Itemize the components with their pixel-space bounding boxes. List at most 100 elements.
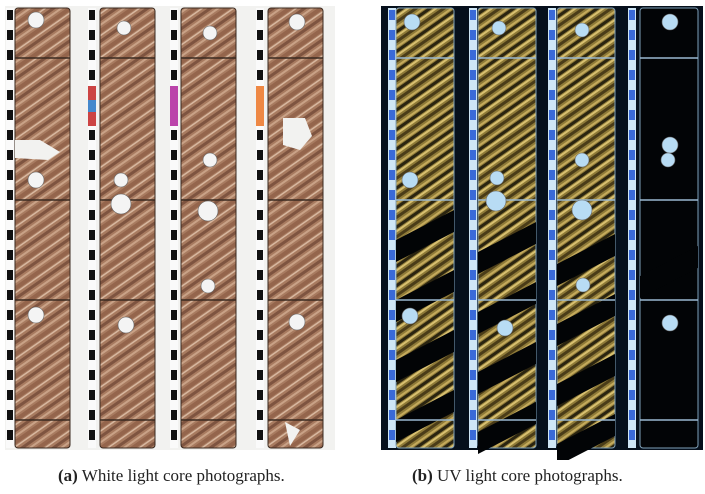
ruler-mark — [89, 190, 95, 200]
ruler-mark — [171, 370, 177, 380]
ruler-mark — [171, 190, 177, 200]
sample-hole — [402, 308, 418, 324]
ruler-mark — [629, 310, 635, 320]
ruler-mark — [389, 290, 395, 300]
ruler-mark — [549, 210, 555, 220]
ruler-mark — [389, 190, 395, 200]
color-chart — [170, 86, 178, 126]
ruler-mark — [470, 430, 476, 440]
sample-hole — [662, 137, 678, 153]
ruler-mark — [470, 310, 476, 320]
ruler-mark — [257, 70, 263, 80]
ruler-mark — [257, 130, 263, 140]
ruler-mark — [389, 350, 395, 360]
ruler-mark — [389, 390, 395, 400]
ruler-mark — [549, 90, 555, 100]
ruler-mark — [629, 410, 635, 420]
ruler-mark — [389, 270, 395, 280]
ruler-mark — [7, 310, 13, 320]
ruler-mark — [549, 430, 555, 440]
ruler-mark — [89, 70, 95, 80]
ruler-mark — [257, 350, 263, 360]
ruler-mark — [389, 130, 395, 140]
sample-hole — [118, 317, 134, 333]
ruler-mark — [7, 190, 13, 200]
ruler-mark — [257, 290, 263, 300]
ruler-mark — [171, 230, 177, 240]
sample-hole — [28, 172, 44, 188]
ruler-mark — [89, 10, 95, 20]
sample-hole — [575, 153, 589, 167]
ruler-mark — [629, 250, 635, 260]
ruler-mark — [470, 30, 476, 40]
ruler-mark — [549, 270, 555, 280]
ruler-mark — [7, 90, 13, 100]
ruler-mark — [171, 330, 177, 340]
sample-hole — [492, 21, 506, 35]
ruler-mark — [470, 110, 476, 120]
sample-hole — [28, 12, 44, 28]
sample-hole — [203, 153, 217, 167]
sample-hole — [114, 173, 128, 187]
ruler-mark — [171, 130, 177, 140]
ruler-mark — [549, 30, 555, 40]
sample-hole — [572, 200, 592, 220]
ruler-mark — [470, 10, 476, 20]
ruler-mark — [257, 10, 263, 20]
ruler-mark — [7, 170, 13, 180]
ruler-mark — [629, 350, 635, 360]
ruler-mark — [629, 70, 635, 80]
ruler-mark — [171, 350, 177, 360]
ruler-mark — [470, 130, 476, 140]
ruler-mark — [470, 250, 476, 260]
ruler-mark — [7, 250, 13, 260]
ruler-mark — [470, 90, 476, 100]
ruler-mark — [389, 90, 395, 100]
ruler-mark — [7, 110, 13, 120]
ruler-mark — [257, 190, 263, 200]
ruler-mark — [470, 210, 476, 220]
ruler-mark — [7, 10, 13, 20]
ruler-mark — [629, 130, 635, 140]
ruler-mark — [89, 310, 95, 320]
ruler-mark — [629, 110, 635, 120]
ruler-mark — [89, 150, 95, 160]
ruler-mark — [89, 170, 95, 180]
ruler-mark — [89, 210, 95, 220]
ruler-mark — [389, 70, 395, 80]
ruler-mark — [89, 330, 95, 340]
ruler-mark — [171, 430, 177, 440]
ruler-mark — [89, 30, 95, 40]
ruler-mark — [7, 370, 13, 380]
ruler-mark — [89, 130, 95, 140]
ruler-mark — [629, 210, 635, 220]
ruler-mark — [549, 70, 555, 80]
caption-text: UV light core photographs. — [437, 466, 623, 485]
ruler-mark — [629, 390, 635, 400]
sample-hole — [289, 314, 305, 330]
ruler-mark — [629, 50, 635, 60]
ruler-mark — [7, 270, 13, 280]
ruler-mark — [7, 210, 13, 220]
caption-label: (b) — [412, 466, 433, 485]
sample-hole — [203, 26, 217, 40]
ruler-mark — [549, 50, 555, 60]
ruler-mark — [629, 290, 635, 300]
ruler-mark — [171, 290, 177, 300]
ruler-mark — [171, 50, 177, 60]
ruler-mark — [629, 370, 635, 380]
ruler-mark — [470, 290, 476, 300]
ruler-mark — [470, 330, 476, 340]
ruler-mark — [89, 410, 95, 420]
ruler-mark — [389, 50, 395, 60]
ruler-mark — [549, 190, 555, 200]
ruler-mark — [549, 110, 555, 120]
ruler-mark — [171, 210, 177, 220]
color-chart — [256, 86, 264, 126]
ruler-mark — [629, 430, 635, 440]
ruler-mark — [549, 250, 555, 260]
ruler-mark — [257, 330, 263, 340]
ruler-mark — [389, 170, 395, 180]
ruler-mark — [171, 150, 177, 160]
ruler-mark — [549, 290, 555, 300]
